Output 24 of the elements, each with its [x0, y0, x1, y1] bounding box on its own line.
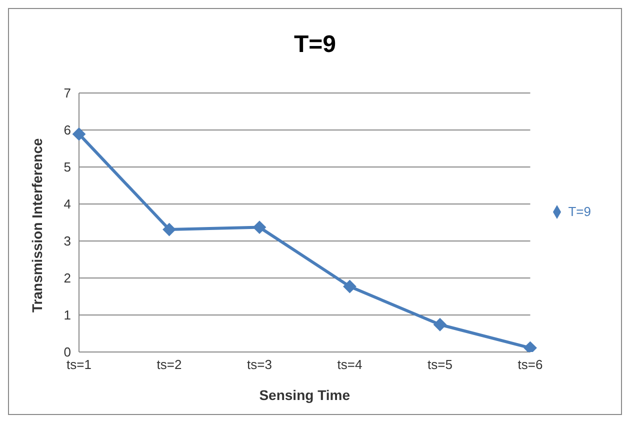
y-tick-label: 6 [64, 122, 71, 138]
x-tick-label: ts=6 [518, 357, 543, 372]
legend-label: T=9 [568, 204, 591, 219]
x-tick-label: ts=5 [428, 357, 452, 372]
y-tick-label: 0 [64, 344, 71, 360]
point [162, 223, 176, 236]
y-tick-label: 1 [64, 308, 71, 323]
y-tick-label: 3 [64, 234, 71, 249]
x-tick-label: ts=3 [247, 357, 272, 372]
chart-title: T=9 [292, 31, 338, 59]
y-tick-label: 4 [64, 196, 71, 212]
x-tick-label: ts=2 [156, 357, 182, 372]
x-axis-title: Sensing Time [259, 387, 350, 403]
point [343, 280, 356, 294]
point [524, 341, 537, 352]
point [72, 128, 86, 141]
y-tick-label: 7 [64, 86, 71, 101]
y-tick-label: 5 [64, 160, 71, 175]
point [433, 318, 446, 332]
point [252, 220, 266, 234]
x-tick-label: ts=4 [337, 357, 362, 372]
x-tick-label: ts=1 [66, 357, 92, 372]
y-tick-label: 2 [64, 270, 71, 286]
y-axis-title: Transmission Interference [28, 138, 45, 312]
